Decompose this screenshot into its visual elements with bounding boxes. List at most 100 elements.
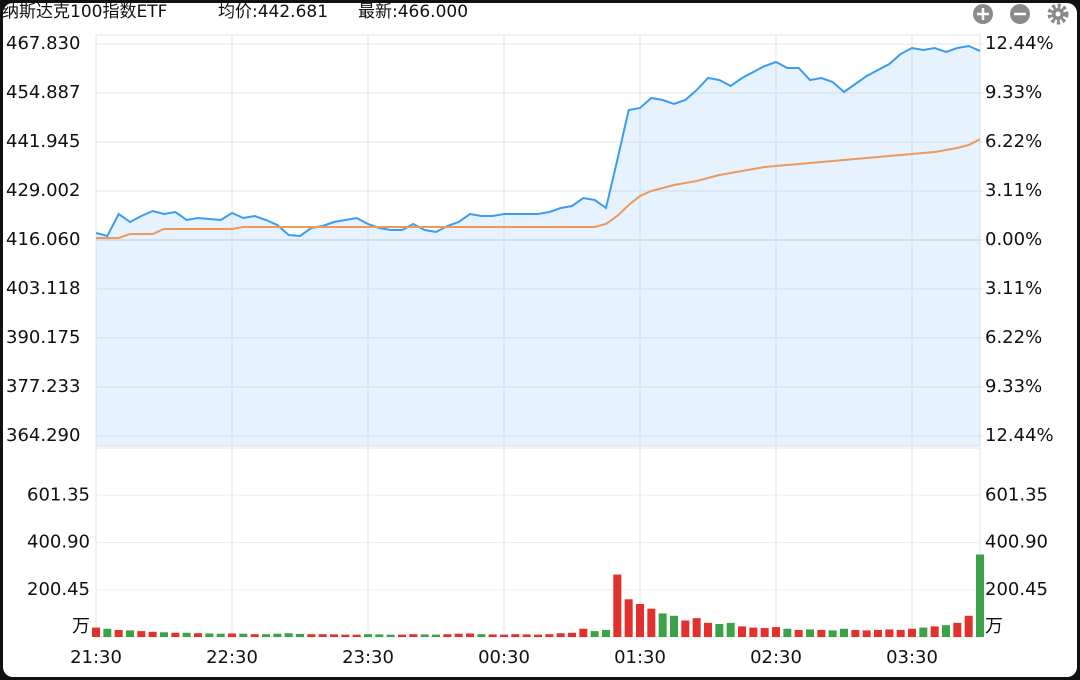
volume-bar [896, 629, 905, 637]
y2-tick-label: 12.44% [985, 33, 1054, 54]
x-tick-label: 21:30 [70, 647, 122, 668]
volume-bar [443, 634, 452, 637]
volume-bar [624, 599, 633, 637]
volume-bar [148, 631, 157, 637]
volume-bar [613, 574, 622, 637]
volume-bar [500, 634, 508, 637]
header-latest: 最新:466.000 [358, 2, 468, 22]
y-tick-label: 390.175 [6, 327, 80, 348]
y-tick-label: 441.945 [6, 131, 80, 152]
volume-bar [375, 634, 384, 637]
y-tick-label: 200.45 [27, 579, 90, 600]
volume-bar [749, 627, 758, 637]
y2-tick-label: 12.44% [985, 425, 1054, 446]
price-line [95, 44, 981, 238]
x-tick-label: 02:30 [750, 647, 802, 668]
volume-bar [137, 631, 146, 637]
settings[interactable] [1047, 3, 1069, 25]
volume-bar [307, 634, 316, 637]
x-tick-label: 01:30 [614, 647, 666, 668]
volume-bar [420, 634, 429, 637]
volume-bar [590, 631, 599, 637]
volume-bar [284, 633, 293, 637]
volume-bar [409, 634, 418, 637]
volume-bar [670, 615, 678, 637]
volume-bar [942, 625, 950, 637]
average-line [96, 138, 981, 239]
unit-label: 万 [72, 616, 90, 637]
y-tick-label: 454.887 [6, 82, 80, 103]
y-tick-label: 429.002 [6, 180, 80, 201]
volume-bar [726, 622, 735, 637]
volume-bar [239, 633, 248, 637]
y2-tick-label: 9.33% [985, 376, 1042, 397]
y2-tick-label: 3.11% [985, 278, 1042, 299]
volume-bar [103, 628, 112, 637]
volume-bar [556, 633, 565, 637]
volume-bar [794, 629, 803, 637]
volume-bar [330, 634, 338, 637]
volume-bar [658, 613, 667, 637]
volume-bar [511, 634, 520, 637]
volume-bar [964, 615, 973, 637]
volume-bar [806, 629, 814, 637]
y2-tick-label: 6.22% [985, 131, 1042, 152]
volume-bar [296, 633, 304, 637]
volume-bar [919, 627, 928, 637]
volume-bar [352, 634, 361, 637]
y2-tick-label: 3.11% [985, 180, 1042, 201]
x-tick-label: 22:30 [206, 647, 258, 668]
volume-bar [398, 634, 406, 637]
header-avg: 均价:442.681 [218, 2, 328, 22]
volume-bar [692, 618, 701, 637]
volume-bar [715, 624, 724, 637]
volume-bar [454, 633, 463, 637]
zoom-in[interactable] [973, 4, 993, 24]
volume-bar [760, 628, 769, 637]
volume-bar [250, 634, 259, 637]
volume-bar [341, 634, 350, 637]
volume-bar [466, 633, 474, 637]
y2-tick-label: 0.00% [985, 229, 1042, 250]
y-tick-label: 364.290 [6, 425, 80, 446]
volume-bar [205, 633, 214, 637]
volume-bar [92, 627, 100, 637]
volume-bar [114, 629, 123, 637]
volume-bar [194, 633, 202, 637]
volume-bar [216, 633, 225, 637]
volume-bar [545, 634, 554, 637]
volume-bar [171, 632, 180, 637]
volume-bar [579, 628, 588, 637]
y-tick-label: 416.060 [6, 229, 80, 250]
volume-bar [160, 632, 168, 637]
volume-bar [772, 627, 780, 637]
volume-bar [681, 620, 690, 637]
panel [3, 3, 1077, 677]
volume-bar [432, 634, 440, 637]
volume-bar [704, 622, 712, 637]
volume-bar [182, 632, 191, 637]
volume-bar [885, 629, 894, 637]
volume-bar [828, 630, 837, 637]
volume-bar [488, 634, 497, 637]
y-tick-label: 467.830 [6, 33, 80, 54]
volume-bar [908, 628, 916, 637]
volume-bar [851, 629, 860, 637]
volume-bar [862, 630, 871, 637]
x-tick-label: 23:30 [342, 647, 394, 668]
y2-tick-label: 200.45 [985, 579, 1048, 600]
header-name: 纳斯达克100指数ETF [2, 2, 167, 22]
volume-bar [783, 628, 792, 637]
y2-tick-label: 400.90 [985, 532, 1048, 553]
unit-label: 万 [985, 616, 1003, 637]
volume-bar [738, 626, 746, 637]
volume-bar [364, 634, 372, 637]
y-tick-label: 601.35 [27, 484, 90, 505]
volume-bar [568, 632, 576, 637]
y2-tick-label: 9.33% [985, 82, 1042, 103]
y-tick-label: 403.118 [6, 278, 80, 299]
volume-bar [976, 554, 984, 637]
zoom-out[interactable] [1010, 4, 1030, 24]
x-tick-label: 00:30 [478, 647, 530, 668]
